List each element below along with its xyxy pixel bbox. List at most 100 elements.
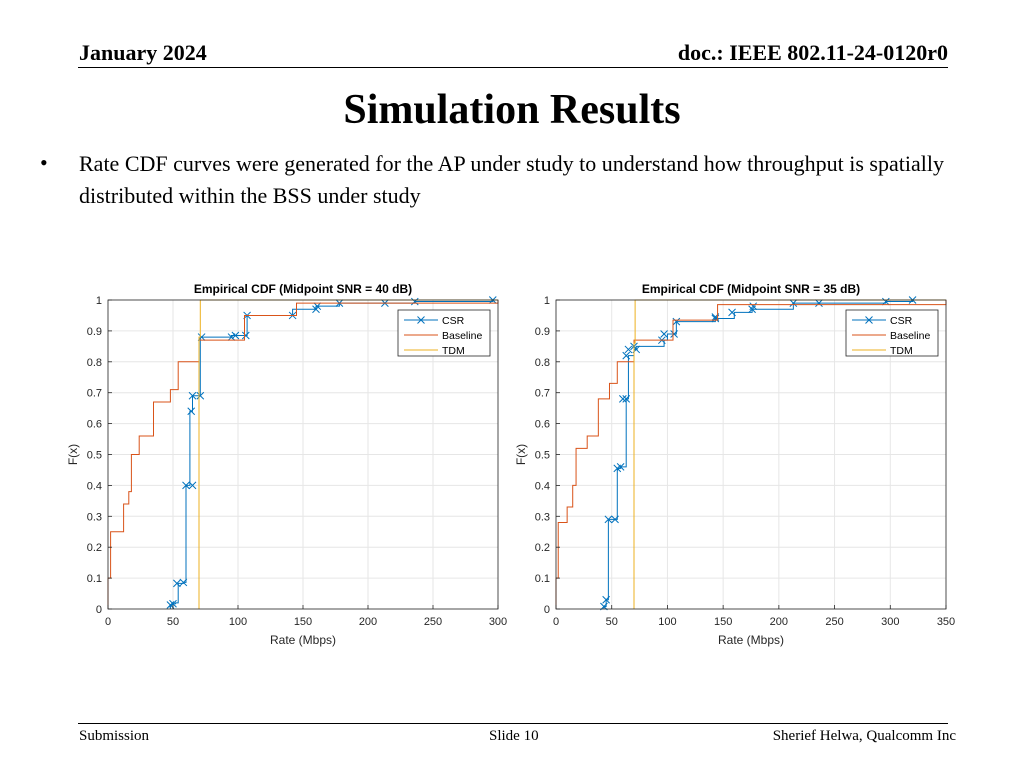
chart-title: Empirical CDF (Midpoint SNR = 35 dB)	[642, 282, 860, 296]
series-line-baseline	[107, 300, 499, 609]
data-point-csr	[182, 481, 190, 490]
y-tick-label: 1	[544, 295, 550, 307]
legend: CSR Baseline TDM	[845, 309, 939, 357]
marker-stroke	[182, 481, 190, 490]
y-tick-label: 0.1	[535, 573, 550, 585]
marker-stroke	[660, 330, 668, 338]
legend-marker	[865, 316, 873, 324]
y-tick-label: 0.2	[87, 542, 102, 554]
data-point-csr	[227, 333, 236, 341]
x-tick-label: 100	[658, 616, 676, 628]
legend-label-baseline: Baseline	[442, 330, 482, 342]
y-tick-label: 0.5	[87, 450, 102, 462]
data-point-csr	[231, 331, 240, 340]
y-tick-label: 0.3	[87, 511, 102, 523]
slide-title: Simulation Results	[343, 87, 681, 133]
marker-stroke	[622, 395, 631, 403]
data-point-csr	[241, 331, 250, 340]
x-tick-label: 100	[229, 616, 247, 628]
header-date: January 2024	[79, 40, 207, 65]
data-point-csr	[604, 515, 613, 524]
data-point-csr	[660, 330, 668, 338]
legend-label-csr: CSR	[442, 315, 465, 327]
data-point-csr	[670, 330, 678, 338]
legend-box	[845, 309, 939, 357]
series-line-baseline	[555, 300, 947, 609]
marker-stroke	[622, 351, 631, 360]
marker-stroke	[179, 578, 188, 587]
chart-title: Empirical CDF (Midpoint SNR = 40 dB)	[194, 282, 412, 296]
legend-label-tdm: TDM	[890, 345, 913, 357]
marker-stroke	[619, 395, 627, 403]
y-tick-label: 1	[96, 295, 102, 307]
marker-stroke	[166, 601, 175, 609]
y-tick-label: 0.7	[87, 388, 102, 400]
header-doc-id: doc.: IEEE 802.11-24-0120r0	[677, 40, 948, 65]
footer-author: Sherief Helwa, Qualcomm Inc	[772, 728, 956, 744]
y-tick-label: 0.4	[535, 480, 550, 492]
chart-1: 0 50 100 150 200 250 300 0 0.1 0.2 0.3 0.4 0.5 0.6 0.7…	[66, 282, 507, 647]
data-point-csr	[672, 317, 681, 326]
marker-stroke	[728, 308, 736, 317]
x-tick-label: 0	[553, 616, 559, 628]
x-tick-label: 150	[714, 616, 732, 628]
marker-stroke	[227, 333, 236, 341]
marker-stroke	[241, 331, 250, 340]
data-point-csr	[196, 391, 205, 400]
y-tick-label: 0.9	[535, 326, 550, 338]
data-point-csr	[173, 579, 181, 588]
y-tick-label: 0.9	[87, 326, 102, 338]
x-tick-label: 0	[105, 616, 111, 628]
marker-stroke	[187, 407, 196, 416]
legend: CSR Baseline TDM	[397, 309, 491, 357]
data-point-csr	[622, 395, 631, 403]
marker-stroke	[231, 331, 240, 340]
x-tick-label: 150	[294, 616, 312, 628]
x-tick-label: 200	[770, 616, 788, 628]
data-point-csr	[616, 463, 625, 471]
data-point-csr	[611, 515, 619, 524]
data-point-csr	[410, 297, 419, 306]
marker-stroke	[188, 481, 197, 490]
footer-submission: Submission	[79, 728, 150, 744]
marker-stroke	[670, 330, 678, 338]
x-tick-label: 50	[167, 616, 179, 628]
y-tick-label: 0.8	[535, 357, 550, 369]
marker-stroke	[815, 299, 823, 307]
marker-stroke	[616, 463, 625, 471]
y-tick-label: 0.4	[87, 480, 102, 492]
data-point-csr	[188, 481, 197, 490]
x-tick-label: 250	[825, 616, 843, 628]
y-tick-label: 0.7	[535, 388, 550, 400]
x-tick-label: 50	[606, 616, 618, 628]
marker-stroke	[602, 595, 610, 604]
marker-stroke	[624, 345, 633, 354]
legend-marker	[417, 316, 425, 324]
x-tick-label: 200	[359, 616, 377, 628]
x-axis-label: Rate (Mbps)	[270, 633, 336, 647]
bullet-marker: •	[40, 150, 48, 175]
chart-2: 0 50 100 150 200 250 300 350 0 0.1 0.2 0.3 0.4 0.5 0.6…	[514, 282, 955, 647]
data-point-csr	[313, 302, 322, 311]
data-point-csr	[749, 302, 758, 311]
data-point-csr	[169, 599, 177, 608]
data-point-csr	[789, 299, 798, 307]
x-tick-label: 250	[424, 616, 442, 628]
x-tick-label: 350	[937, 616, 955, 628]
marker-stroke	[188, 391, 197, 400]
y-tick-label: 0	[544, 604, 550, 616]
legend-label-tdm: TDM	[442, 345, 465, 357]
marker-stroke	[604, 515, 613, 524]
legend-label-baseline: Baseline	[890, 330, 930, 342]
data-point-csr	[815, 299, 823, 307]
bullet-text: Rate CDF curves were generated for the A…	[79, 151, 944, 208]
data-point-csr	[179, 578, 188, 587]
footer-rule	[78, 723, 948, 724]
y-tick-label: 0.6	[87, 419, 102, 431]
data-point-csr	[881, 297, 890, 306]
y-tick-label: 0.2	[535, 542, 550, 554]
y-tick-label: 0.5	[535, 450, 550, 462]
data-point-csr	[624, 345, 633, 354]
marker-stroke	[313, 302, 322, 311]
